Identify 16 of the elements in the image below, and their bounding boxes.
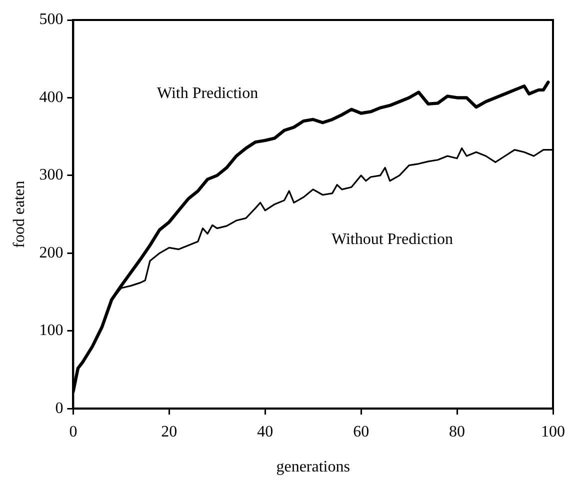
x-tick-label: 100 bbox=[541, 423, 565, 440]
y-tick-label: 200 bbox=[39, 244, 64, 262]
text: With Prediction bbox=[156, 85, 258, 102]
x-tick-label: 80 bbox=[449, 423, 466, 440]
x-tick-label: 0 bbox=[69, 423, 78, 440]
x-tick-label: 40 bbox=[257, 423, 274, 440]
x-axis-title: generations bbox=[276, 458, 350, 476]
y-tick-label: 300 bbox=[39, 166, 64, 184]
text: Without Prediction bbox=[331, 230, 454, 248]
y-tick-label: 400 bbox=[39, 88, 64, 106]
y-tick-label: 500 bbox=[39, 11, 64, 28]
y-tick-label: 0 bbox=[55, 400, 64, 417]
x-tick-label: 60 bbox=[353, 423, 370, 440]
x-tick-label: 20 bbox=[161, 423, 178, 440]
y-axis-title: food eaten bbox=[10, 180, 28, 248]
y-tick-label: 100 bbox=[39, 322, 64, 340]
